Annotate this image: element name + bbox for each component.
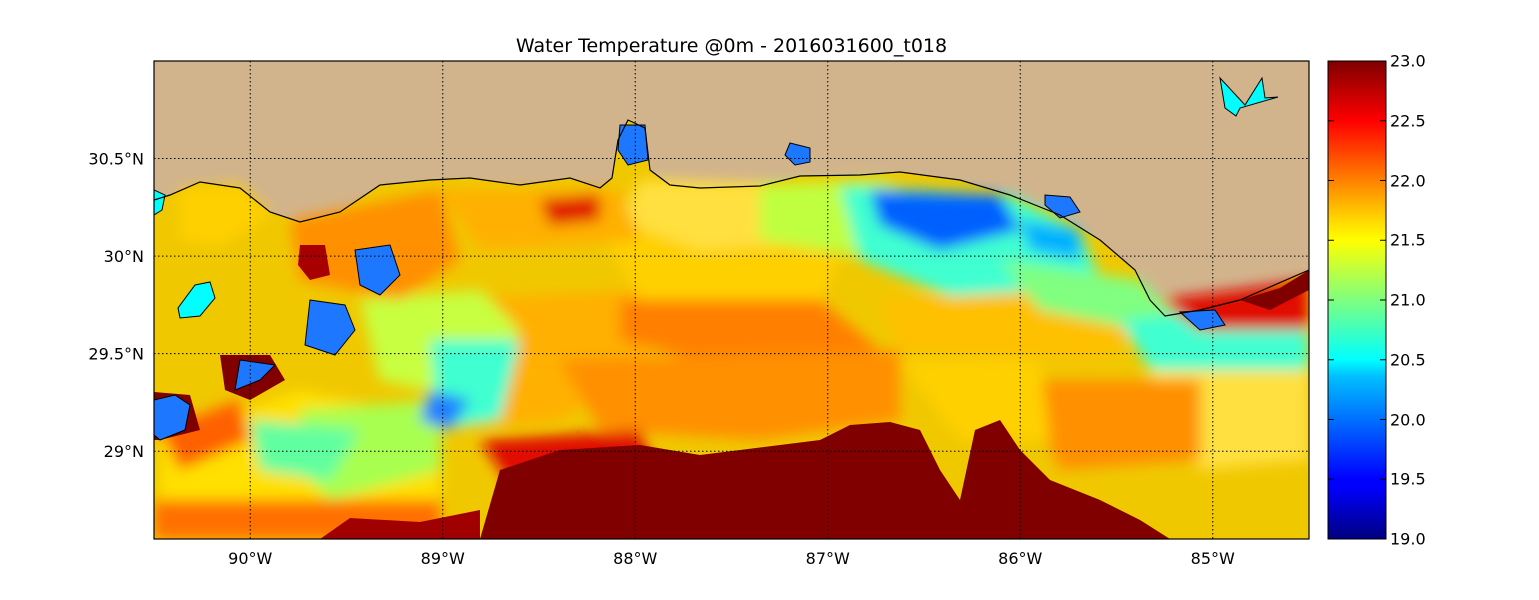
lake-northeast — [1219, 76, 1279, 117]
longitude-label: 89°W — [421, 549, 465, 568]
coastline — [154, 119, 1309, 317]
latitude-label: 30.5°N — [88, 150, 144, 169]
colorbar-ticks — [1328, 60, 1386, 540]
colorbar-tick-label: 20.5 — [1390, 350, 1426, 370]
longitude-label: 86°W — [998, 549, 1042, 568]
colorbar-tick-label: 23.0 — [1390, 51, 1426, 71]
warm-water-region — [480, 420, 1170, 539]
lakes — [154, 76, 1279, 319]
longitude-labels: 90°W 89°W 88°W 87°W 86°W 85°W — [228, 549, 1235, 568]
lake-small — [177, 281, 216, 319]
colorbar-tick-label: 21.0 — [1390, 290, 1426, 310]
colorbar-tick-label: 20.0 — [1390, 410, 1426, 429]
longitude-label: 85°W — [1191, 549, 1235, 568]
latitude-label: 30°N — [104, 247, 144, 266]
longitude-label: 87°W — [806, 549, 850, 568]
colorbar-tick-label: 19.5 — [1390, 469, 1426, 489]
map-title: Water Temperature @0m - 2016031600_t018 — [515, 35, 948, 57]
map-plot-area — [154, 61, 1309, 539]
colorbar-tick-label: 21.5 — [1390, 230, 1426, 250]
longitude-label: 90°W — [228, 549, 272, 568]
colorbar-tick-label: 19.0 — [1390, 529, 1426, 549]
latitude-label: 29°N — [104, 442, 144, 461]
graticule — [154, 61, 1309, 539]
latitude-label: 29.5°N — [88, 345, 144, 364]
longitude-label: 88°W — [613, 549, 657, 568]
colorbar-tick-label: 22.0 — [1390, 171, 1426, 190]
lake-west — [154, 189, 166, 216]
map-frame — [153, 60, 1310, 540]
colorbar — [1327, 60, 1387, 540]
colorbar-tick-label: 22.5 — [1390, 111, 1426, 131]
latitude-labels: 30.5°N 30°N 29.5°N 29°N — [88, 150, 144, 462]
